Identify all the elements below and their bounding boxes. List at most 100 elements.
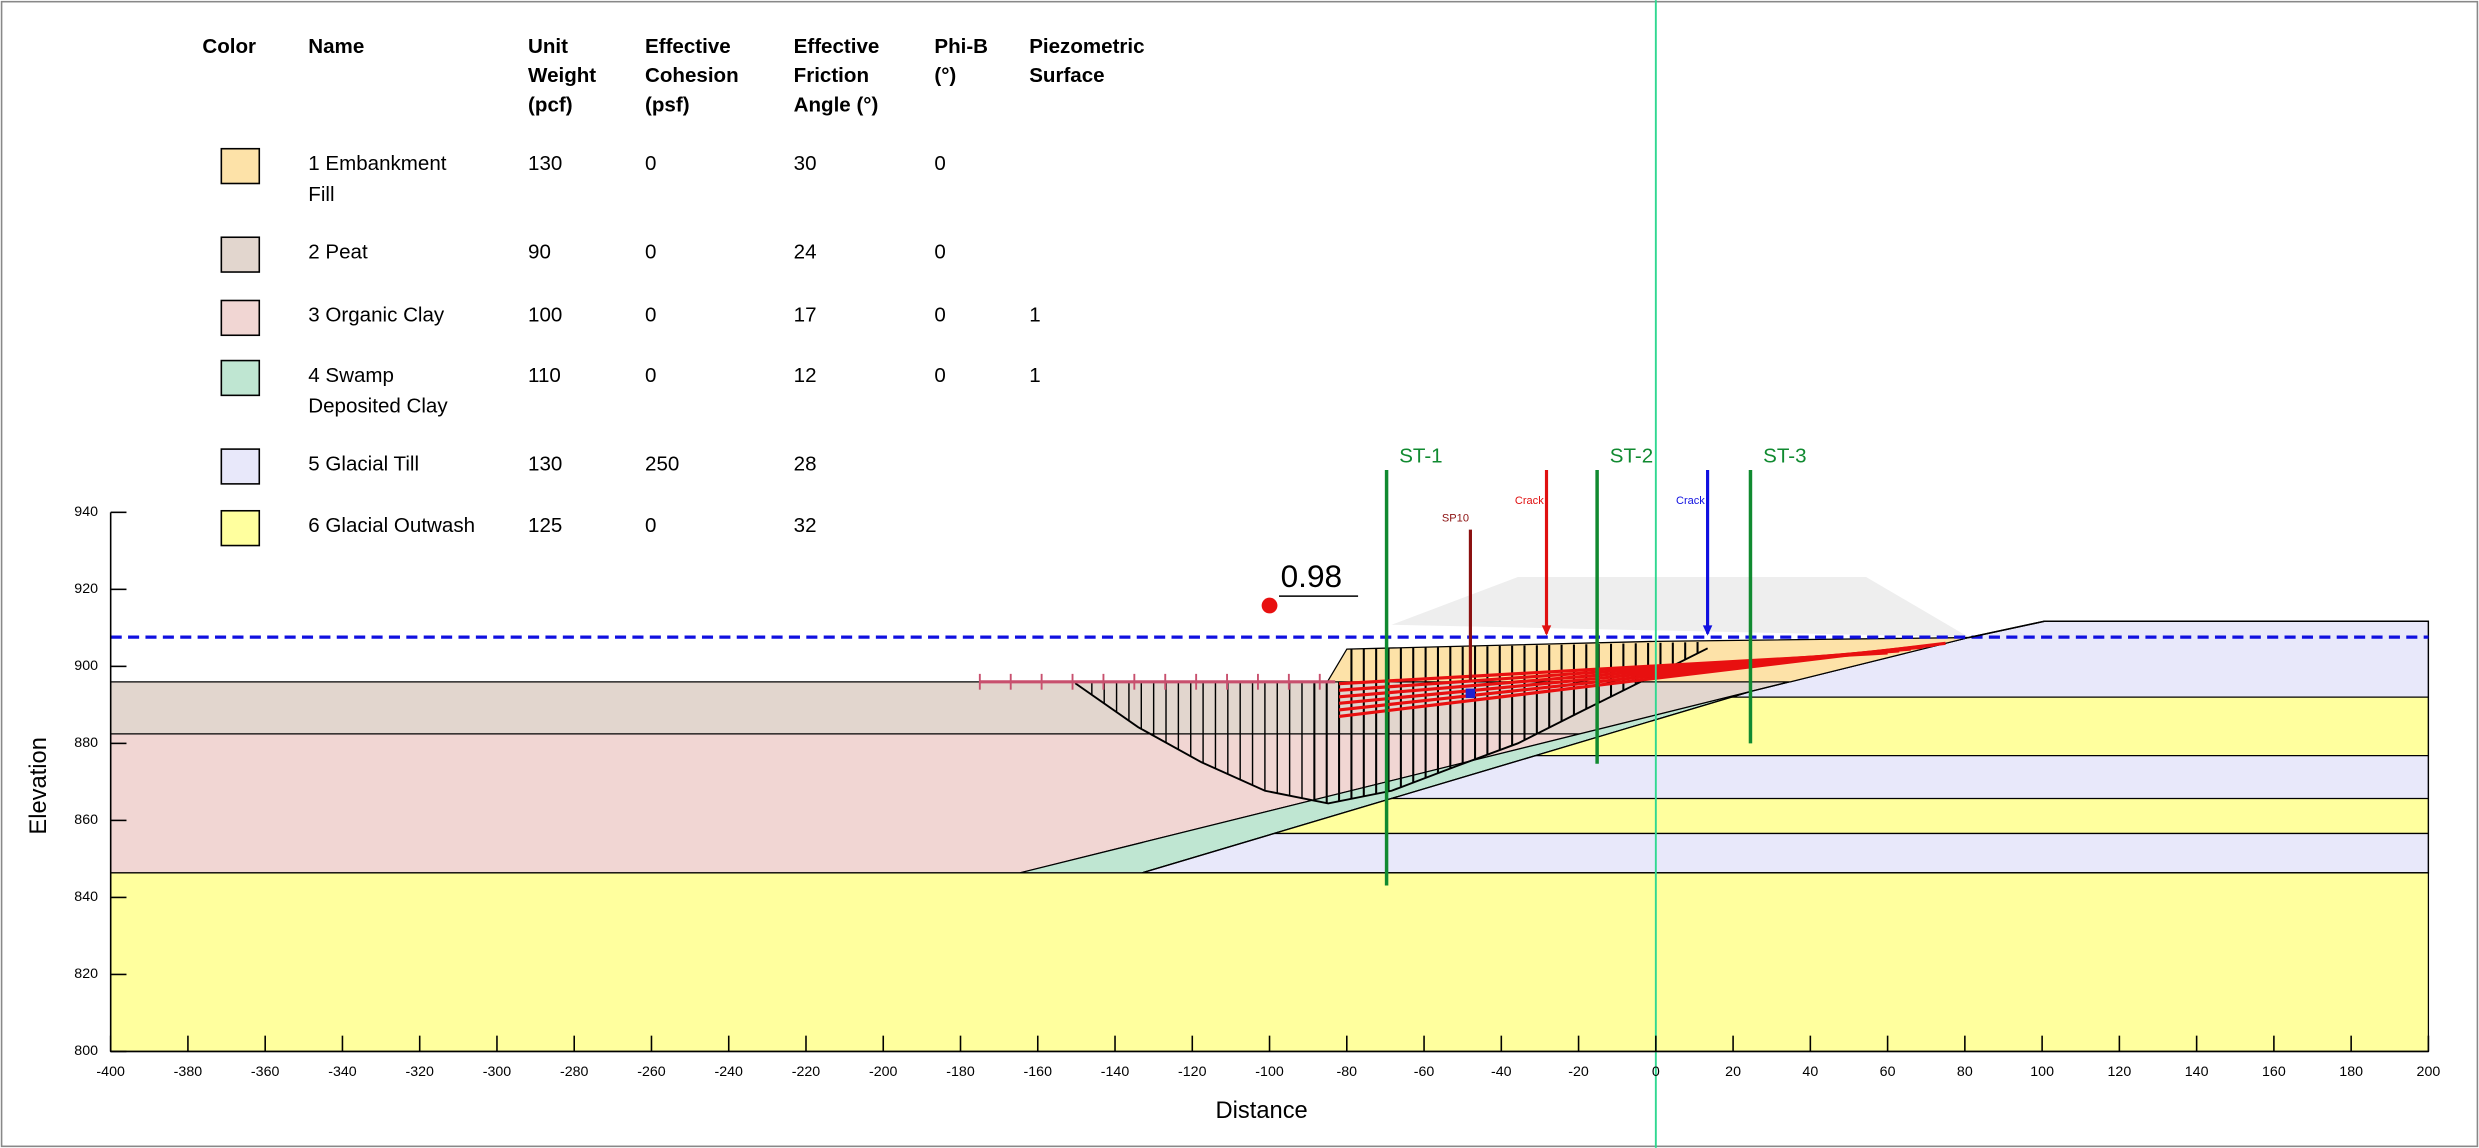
x-tick-label: 200 bbox=[2417, 1064, 2441, 1080]
ground-right bbox=[1968, 620, 2429, 639]
material-name: 4 Swamp bbox=[308, 364, 394, 387]
x-tick-label: 20 bbox=[1725, 1064, 1741, 1080]
x-tick-label: -320 bbox=[405, 1064, 434, 1080]
material-unit-weight: 100 bbox=[528, 304, 562, 327]
materials-table: Color Name Unit Weight (pcf) Effective Cohesio… bbox=[202, 35, 1145, 547]
table-header: Surface bbox=[1029, 64, 1104, 87]
x-tick-label: -380 bbox=[174, 1064, 203, 1080]
table-header: (°) bbox=[934, 64, 956, 87]
crack-label: Crack bbox=[1676, 495, 1705, 507]
x-tick-label: -280 bbox=[560, 1064, 589, 1080]
table-header: Phi-B bbox=[934, 35, 988, 58]
x-tick-label: -200 bbox=[869, 1064, 898, 1080]
material-name: 2 Peat bbox=[308, 240, 368, 263]
material-unit-weight: 90 bbox=[528, 240, 551, 263]
x-tick-label: -80 bbox=[1337, 1064, 1358, 1080]
slip-surface bbox=[1074, 647, 1709, 805]
x-tick-label: -180 bbox=[946, 1064, 975, 1080]
x-tick-label: -260 bbox=[637, 1064, 666, 1080]
x-tick-label: 140 bbox=[2185, 1064, 2209, 1080]
y-axis-label: Elevation bbox=[26, 737, 52, 835]
x-tick-label: -40 bbox=[1491, 1064, 1512, 1080]
ghost-fill bbox=[1391, 577, 1969, 638]
x-tick-label: -60 bbox=[1414, 1064, 1435, 1080]
material-cohesion: 0 bbox=[645, 304, 656, 327]
material-swatch bbox=[220, 299, 261, 337]
table-header: Cohesion bbox=[645, 64, 739, 87]
x-tick-label: 0 bbox=[1652, 1064, 1660, 1080]
y-tick-label: 920 bbox=[74, 581, 98, 597]
material-friction: 12 bbox=[794, 364, 817, 387]
x-tick-label: -160 bbox=[1024, 1064, 1053, 1080]
material-unit-weight: 130 bbox=[528, 152, 562, 175]
outwash-layer bbox=[110, 872, 2430, 1053]
table-header: Effective bbox=[794, 35, 880, 58]
material-friction: 28 bbox=[794, 452, 817, 475]
material-name: 6 Glacial Outwash bbox=[308, 514, 475, 537]
table-header: Effective bbox=[645, 35, 731, 58]
material-phi-b: 0 bbox=[934, 364, 945, 387]
material-phi-b: 0 bbox=[934, 152, 945, 175]
crack-arrowhead bbox=[1702, 625, 1713, 636]
table-header: Angle (°) bbox=[794, 93, 879, 116]
material-swatch bbox=[220, 359, 261, 397]
material-unit-weight: 125 bbox=[528, 514, 562, 537]
material-cohesion: 0 bbox=[645, 152, 656, 175]
x-tick-label: 160 bbox=[2262, 1064, 2286, 1080]
reinforcement bbox=[1338, 651, 1888, 686]
material-name: Deposited Clay bbox=[308, 395, 448, 418]
y-tick-label: 840 bbox=[74, 889, 98, 905]
table-header: (psf) bbox=[645, 93, 690, 116]
piezometer-tip bbox=[1465, 688, 1476, 699]
table-header: Weight bbox=[528, 64, 596, 87]
y-tick-label: 820 bbox=[74, 966, 98, 982]
rotation-center bbox=[1261, 597, 1278, 614]
x-tick-label: -400 bbox=[96, 1064, 125, 1080]
boring-label: ST-1 bbox=[1399, 444, 1442, 467]
table-header: Piezometric bbox=[1029, 35, 1144, 58]
x-tick-label: 60 bbox=[1880, 1064, 1896, 1080]
x-tick-label: -340 bbox=[328, 1064, 357, 1080]
boring-label: ST-3 bbox=[1763, 444, 1806, 467]
x-tick-label: -100 bbox=[1255, 1064, 1284, 1080]
material-cohesion: 0 bbox=[645, 240, 656, 263]
boring-label: ST-2 bbox=[1610, 444, 1653, 467]
table-header: (pcf) bbox=[528, 93, 573, 116]
y-tick-label: 880 bbox=[74, 735, 98, 751]
material-name: Fill bbox=[308, 183, 334, 206]
x-tick-label: -220 bbox=[792, 1064, 821, 1080]
x-axis-label: Distance bbox=[1216, 1098, 1308, 1124]
crack-label: Crack bbox=[1515, 495, 1544, 507]
x-tick-label: -360 bbox=[251, 1064, 280, 1080]
y-tick-label: 800 bbox=[74, 1043, 98, 1059]
material-name: 3 Organic Clay bbox=[308, 304, 445, 327]
y-tick-label: 900 bbox=[74, 658, 98, 674]
material-unit-weight: 130 bbox=[528, 452, 562, 475]
material-swatch bbox=[220, 236, 261, 273]
y-tick-label: 940 bbox=[74, 504, 98, 520]
x-tick-label: 180 bbox=[2339, 1064, 2363, 1080]
material-name: 1 Embankment bbox=[308, 152, 446, 175]
piezometer-label: SP10 bbox=[1442, 513, 1469, 525]
material-cohesion: 0 bbox=[645, 514, 656, 537]
material-phi-b: 0 bbox=[934, 240, 945, 263]
material-swatch bbox=[220, 509, 261, 547]
material-friction: 17 bbox=[794, 304, 817, 327]
x-tick-label: -240 bbox=[714, 1064, 743, 1080]
material-unit-weight: 110 bbox=[528, 364, 561, 387]
material-friction: 24 bbox=[794, 240, 817, 263]
table-header: Name bbox=[308, 35, 364, 58]
material-phi-b: 0 bbox=[934, 304, 945, 327]
material-cohesion: 250 bbox=[645, 452, 679, 475]
x-tick-label: -20 bbox=[1568, 1064, 1589, 1080]
table-header: Friction bbox=[794, 64, 869, 87]
material-friction: 32 bbox=[794, 514, 817, 537]
x-tick-label: -140 bbox=[1101, 1064, 1130, 1080]
y-tick-label: 860 bbox=[74, 812, 98, 828]
table-header: Color bbox=[202, 35, 256, 58]
material-piezometric: 1 bbox=[1029, 304, 1040, 327]
material-piezometric: 1 bbox=[1029, 364, 1040, 387]
